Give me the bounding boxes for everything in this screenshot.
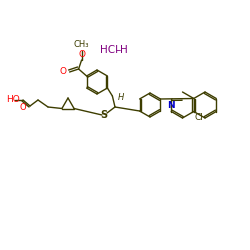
Text: Cl: Cl (195, 112, 203, 122)
Text: N: N (168, 100, 175, 110)
Text: H: H (118, 93, 124, 102)
Text: S: S (100, 110, 107, 120)
Text: HCl: HCl (100, 45, 118, 55)
Text: O: O (60, 68, 66, 76)
Text: CH₃: CH₃ (74, 40, 89, 49)
Text: O: O (20, 103, 26, 112)
Text: HO: HO (6, 96, 20, 104)
Text: O: O (78, 50, 85, 59)
Text: –: – (115, 45, 120, 55)
Text: H: H (120, 45, 128, 55)
